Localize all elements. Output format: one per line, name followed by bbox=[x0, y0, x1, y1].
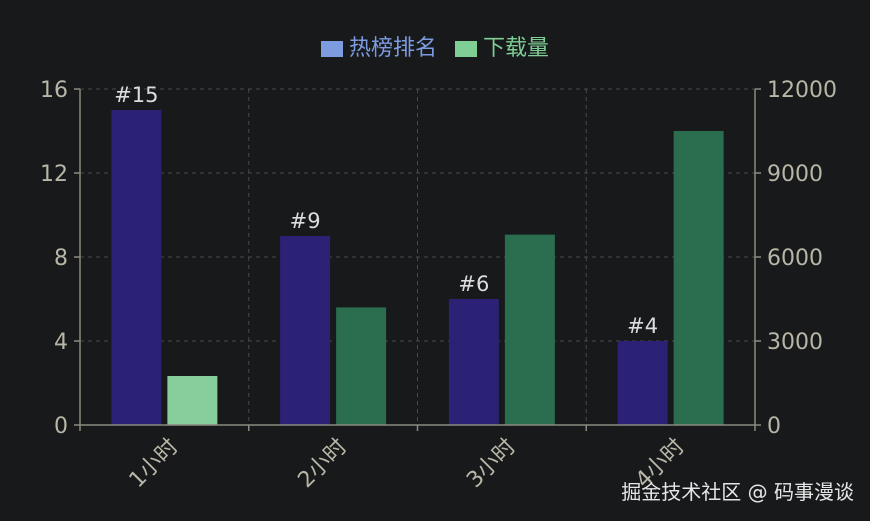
x-category-label: 2小时 bbox=[293, 434, 352, 493]
y-right-tick-label: 9000 bbox=[767, 162, 823, 187]
bar-rank-label: #15 bbox=[114, 83, 158, 107]
bar-downloads bbox=[167, 376, 218, 425]
legend-swatch-downloads bbox=[455, 41, 477, 57]
bar-rank-label: #4 bbox=[627, 314, 658, 338]
bar-downloads bbox=[673, 131, 724, 425]
y-left-tick-label: 0 bbox=[54, 414, 68, 439]
bar-rank bbox=[280, 236, 331, 425]
watermark: 掘金技术社区 @ 码事漫谈 bbox=[621, 480, 854, 504]
bar-rank bbox=[448, 299, 499, 425]
bar-downloads bbox=[336, 307, 387, 425]
chart-legend: 热榜排名 下载量 bbox=[0, 34, 870, 64]
y-left-tick-label: 12 bbox=[40, 162, 68, 187]
bar-rank-label: #6 bbox=[458, 272, 489, 296]
bar-rank bbox=[617, 341, 668, 425]
legend-label-rank: 热榜排名 bbox=[348, 36, 437, 61]
legend-label-downloads: 下载量 bbox=[483, 36, 550, 61]
x-category-label: 3小时 bbox=[462, 434, 521, 493]
y-right-tick-label: 0 bbox=[767, 414, 781, 439]
bar-rank-label: #9 bbox=[290, 209, 321, 233]
x-category-label: 1小时 bbox=[125, 434, 184, 493]
y-right-tick-label: 12000 bbox=[767, 78, 837, 103]
bar-rank bbox=[111, 110, 162, 425]
legend-item-downloads[interactable]: 下载量 bbox=[455, 34, 549, 64]
y-right-tick-label: 6000 bbox=[767, 246, 823, 271]
y-right-tick-label: 3000 bbox=[767, 330, 823, 355]
y-left-tick-label: 8 bbox=[54, 246, 68, 271]
legend-swatch-rank bbox=[320, 41, 343, 57]
legend-item-rank[interactable]: 热榜排名 bbox=[320, 34, 437, 64]
y-left-tick-label: 16 bbox=[40, 78, 68, 103]
bar-downloads bbox=[504, 234, 555, 425]
y-left-tick-label: 4 bbox=[54, 330, 68, 355]
